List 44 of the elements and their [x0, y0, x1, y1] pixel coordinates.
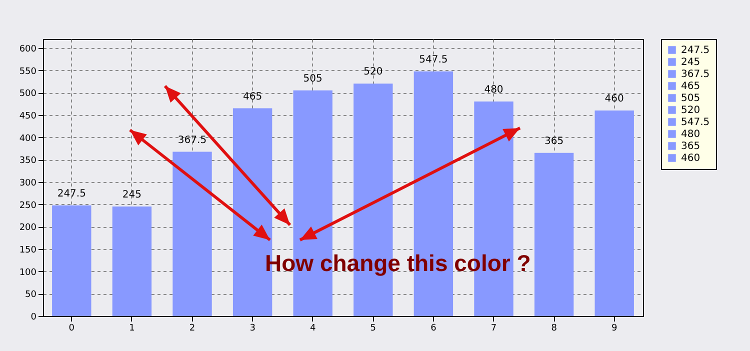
data-label: 247.5: [57, 188, 86, 200]
legend-label: 547.5: [681, 117, 710, 128]
x-tick-label: 4: [310, 324, 316, 334]
data-label: 505: [303, 73, 322, 84]
data-label: 245: [122, 190, 142, 201]
y-tick-label: 400: [19, 134, 37, 144]
data-label: 460: [604, 93, 624, 104]
y-tick-label: 500: [19, 89, 37, 100]
x-tick-label: 7: [490, 324, 497, 334]
legend-label: 480: [681, 129, 700, 140]
y-tick-label: 250: [19, 200, 37, 211]
data-label: 520: [364, 66, 383, 78]
legend-label: 247.5: [681, 45, 710, 56]
legend-label: 367.5: [681, 69, 710, 80]
legend-label: 460: [681, 153, 700, 164]
data-label: 367.5: [178, 134, 207, 146]
y-tick-label: 100: [19, 268, 37, 278]
x-tick-label: 6: [430, 324, 437, 334]
y-tick-label: 550: [19, 66, 37, 77]
y-tick-label: 450: [19, 111, 37, 122]
x-tick-label: 5: [370, 324, 376, 334]
data-label: 465: [243, 91, 262, 102]
y-tick-label: 0: [30, 312, 37, 322]
data-label: 547.5: [419, 54, 448, 66]
y-tick-label: 150: [19, 245, 37, 256]
y-tick-label: 50: [25, 290, 37, 300]
legend-label: 465: [681, 81, 700, 92]
x-tick-label: 0: [68, 324, 75, 334]
legend-label: 365: [681, 141, 700, 152]
x-tick-label: 3: [250, 324, 256, 334]
data-label: 480: [484, 84, 504, 96]
legend-label: 505: [681, 93, 700, 104]
y-tick-label: 200: [19, 223, 37, 234]
data-label: 365: [544, 136, 564, 147]
y-tick-label: 600: [19, 44, 37, 54]
annotation: How change this color ?: [265, 250, 531, 276]
y-tick-label: 300: [19, 178, 37, 188]
x-tick-label: 9: [611, 324, 618, 334]
legend-label: 520: [681, 105, 700, 116]
legend-label: 245: [681, 57, 700, 68]
x-tick-label: 8: [551, 324, 558, 334]
x-tick-label: 1: [129, 324, 135, 334]
y-tick-label: 350: [19, 156, 37, 166]
x-tick-label: 2: [189, 324, 196, 334]
